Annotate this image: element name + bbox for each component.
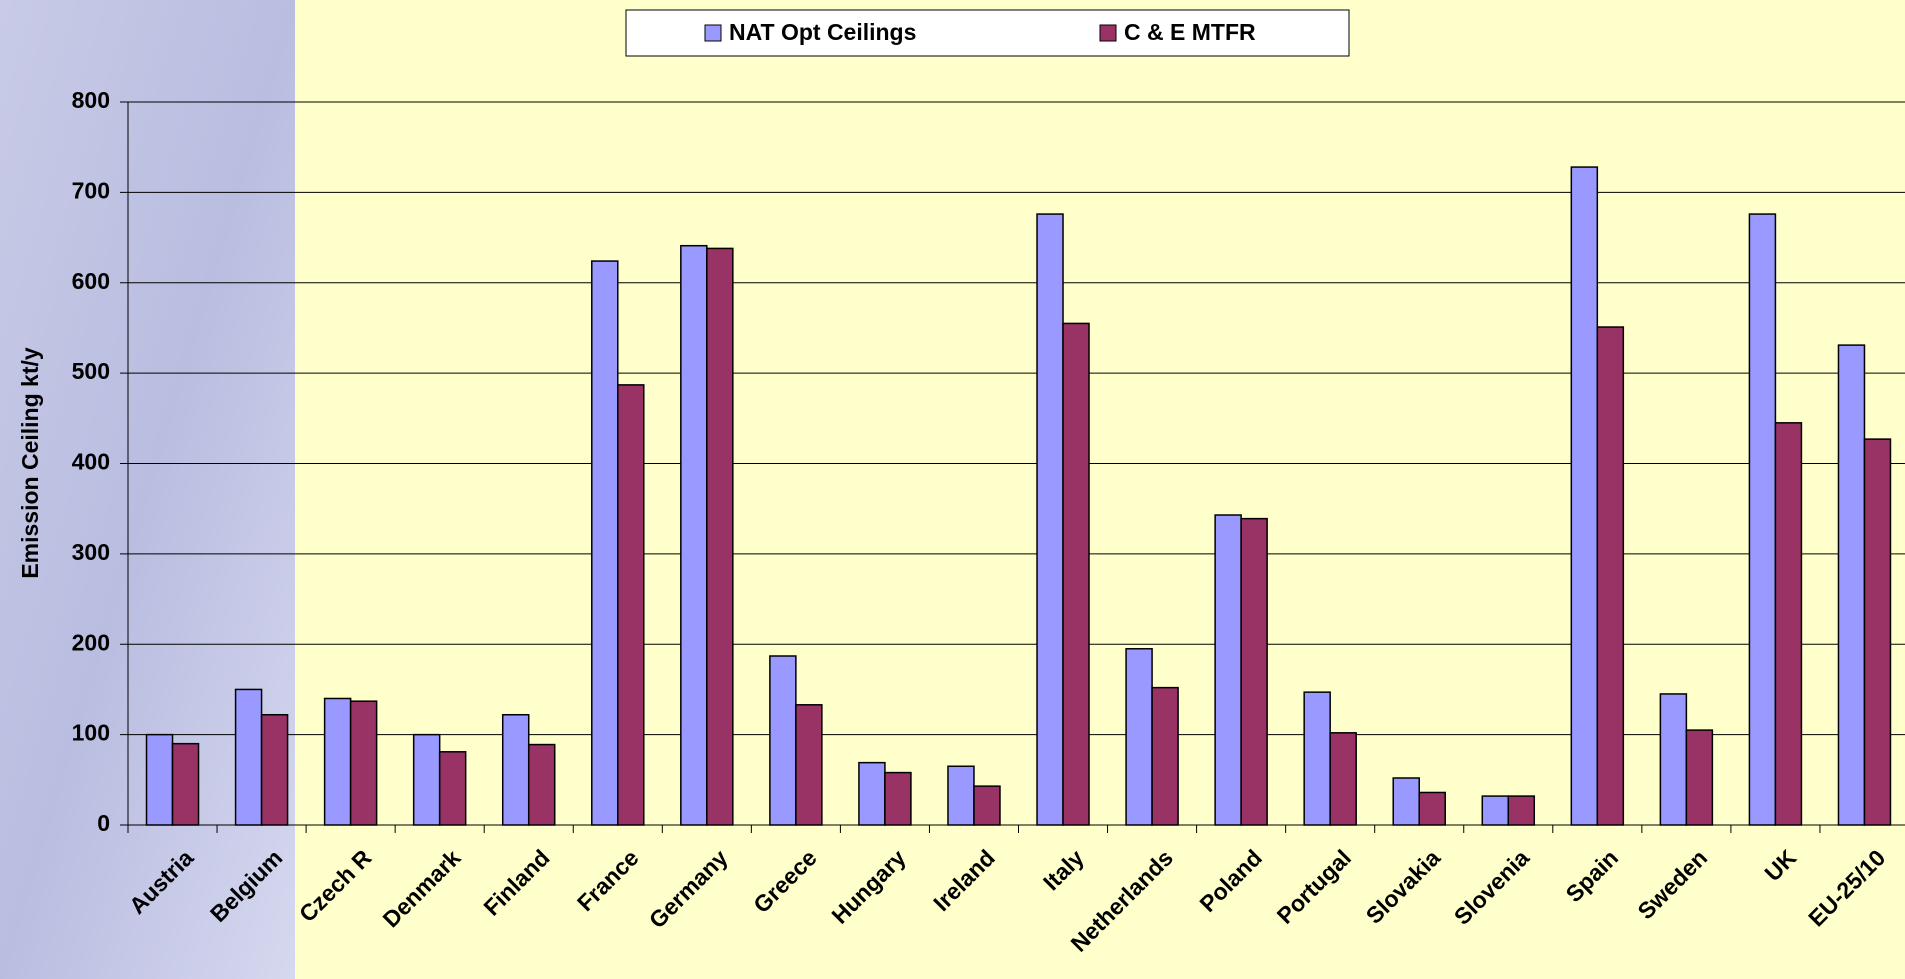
bar <box>1418 791 1446 826</box>
y-tick-label: 200 <box>72 629 110 655</box>
bar <box>527 743 556 826</box>
bar <box>323 697 352 826</box>
bar <box>1570 166 1599 826</box>
bar <box>412 733 441 826</box>
side-panel <box>0 0 295 979</box>
bar <box>591 260 619 826</box>
bar <box>1596 326 1625 826</box>
bar <box>884 771 912 826</box>
bar <box>1837 344 1866 826</box>
bar <box>349 700 378 826</box>
y-tick-label: 400 <box>72 449 110 475</box>
bar <box>617 384 645 826</box>
legend-box <box>625 9 1350 57</box>
bar <box>438 751 467 826</box>
bar <box>858 761 886 826</box>
y-tick-label: 700 <box>72 177 110 203</box>
bar <box>1507 795 1536 826</box>
bar <box>1214 514 1242 826</box>
bar <box>1481 795 1510 826</box>
bar <box>234 688 263 826</box>
bar <box>260 713 289 826</box>
bar <box>1863 438 1892 826</box>
legend-swatch <box>1099 24 1117 42</box>
bar <box>1036 213 1064 826</box>
y-tick-label: 500 <box>72 358 110 384</box>
bar <box>1748 213 1777 826</box>
bar <box>145 733 174 826</box>
bar <box>1774 422 1803 826</box>
bar <box>706 247 734 826</box>
bar <box>1151 686 1179 826</box>
bar <box>1685 729 1714 826</box>
bar <box>1329 732 1357 826</box>
y-tick-label: 0 <box>97 810 110 836</box>
bar <box>1659 693 1688 826</box>
y-axis-label: Emission Ceiling kt/y <box>17 347 43 579</box>
y-tick-label: 600 <box>72 268 110 294</box>
legend-swatch <box>704 24 722 42</box>
bar <box>1062 322 1090 826</box>
bar <box>947 765 975 826</box>
bar <box>501 713 530 826</box>
bar <box>973 785 1001 826</box>
y-tick-label: 100 <box>72 720 110 746</box>
bar <box>171 742 200 826</box>
bar <box>1392 777 1420 826</box>
bar <box>1240 517 1268 826</box>
y-tick-label: 300 <box>72 539 110 565</box>
bar <box>1125 648 1153 826</box>
bar <box>1303 691 1331 826</box>
legend-label: C & E MTFR <box>1124 19 1256 45</box>
bar <box>680 244 708 826</box>
y-tick-label: 800 <box>72 87 110 113</box>
legend-label: NAT Opt Ceilings <box>729 19 916 45</box>
bar <box>795 704 823 826</box>
bar <box>769 655 797 826</box>
